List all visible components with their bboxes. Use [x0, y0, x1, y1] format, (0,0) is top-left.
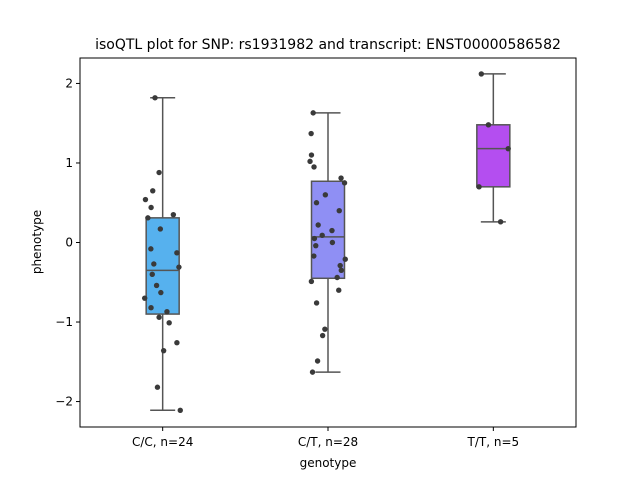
y-tick-label: −2: [55, 395, 73, 409]
data-point: [338, 267, 345, 274]
data-point: [151, 261, 157, 267]
x-tick-label: C/T, n=28: [298, 435, 358, 449]
data-point: [149, 271, 155, 278]
data-point: [141, 295, 148, 301]
box: [476, 124, 511, 188]
data-point: [337, 262, 343, 269]
data-point: [308, 278, 315, 285]
data-point: [160, 347, 167, 354]
y-tick-label: 1: [65, 156, 73, 170]
data-point: [166, 320, 172, 326]
data-point: [485, 122, 492, 128]
box: [310, 180, 346, 280]
data-point: [311, 164, 317, 170]
y-tick-label: 0: [65, 236, 73, 250]
data-point: [176, 264, 182, 270]
x-tick-label: C/C, n=24: [132, 435, 193, 449]
y-axis-label: phenotype: [30, 210, 44, 274]
chart-title: isoQTL plot for SNP: rs1931982 and trans…: [95, 37, 561, 53]
data-point: [336, 287, 342, 293]
data-point: [308, 152, 315, 158]
data-point: [314, 358, 321, 364]
data-point: [342, 256, 348, 262]
data-point: [145, 215, 151, 221]
data-point: [154, 384, 161, 390]
data-point: [311, 235, 318, 242]
data-point: [307, 158, 313, 165]
data-point: [476, 184, 482, 190]
data-point: [334, 274, 340, 281]
data-point: [310, 110, 316, 116]
data-point: [319, 332, 326, 339]
data-point: [152, 95, 158, 101]
data-point: [309, 369, 316, 375]
y-tick-label: −1: [55, 315, 73, 329]
data-point: [174, 250, 180, 256]
data-point: [164, 308, 170, 315]
box: [145, 217, 180, 315]
data-point: [148, 305, 154, 311]
data-point: [313, 300, 320, 306]
data-point: [148, 246, 154, 252]
axes: C/C, n=24 C/T, n=28 T/T, n=5 −2 −1 0 1 2: [55, 76, 519, 449]
data-point: [338, 175, 344, 181]
x-tick-label: T/T, n=5: [467, 435, 520, 449]
data-point: [174, 340, 180, 346]
data-point: [319, 232, 325, 239]
data-point: [150, 188, 156, 194]
data-point: [329, 239, 336, 246]
data-point: [322, 326, 328, 332]
data-point: [341, 180, 348, 186]
data-point: [158, 289, 164, 296]
data-point: [315, 222, 321, 228]
data-point: [505, 145, 511, 152]
data-point: [156, 169, 162, 176]
data-point: [170, 211, 177, 218]
data-point: [322, 192, 329, 198]
data-point: [177, 407, 183, 413]
data-point: [336, 207, 342, 214]
data-point: [311, 253, 317, 259]
data-point: [497, 219, 504, 225]
data-point: [142, 196, 149, 203]
data-point: [478, 71, 485, 77]
data-point: [148, 204, 154, 211]
x-axis-label: genotype: [300, 456, 357, 470]
data-point: [313, 242, 319, 249]
data-point: [153, 282, 160, 289]
data-point: [156, 314, 162, 320]
data-point: [313, 200, 320, 206]
data-point: [308, 130, 314, 137]
plot-area: [141, 71, 511, 413]
y-tick-label: 2: [65, 76, 73, 90]
data-point: [157, 226, 164, 232]
data-point: [329, 227, 335, 234]
